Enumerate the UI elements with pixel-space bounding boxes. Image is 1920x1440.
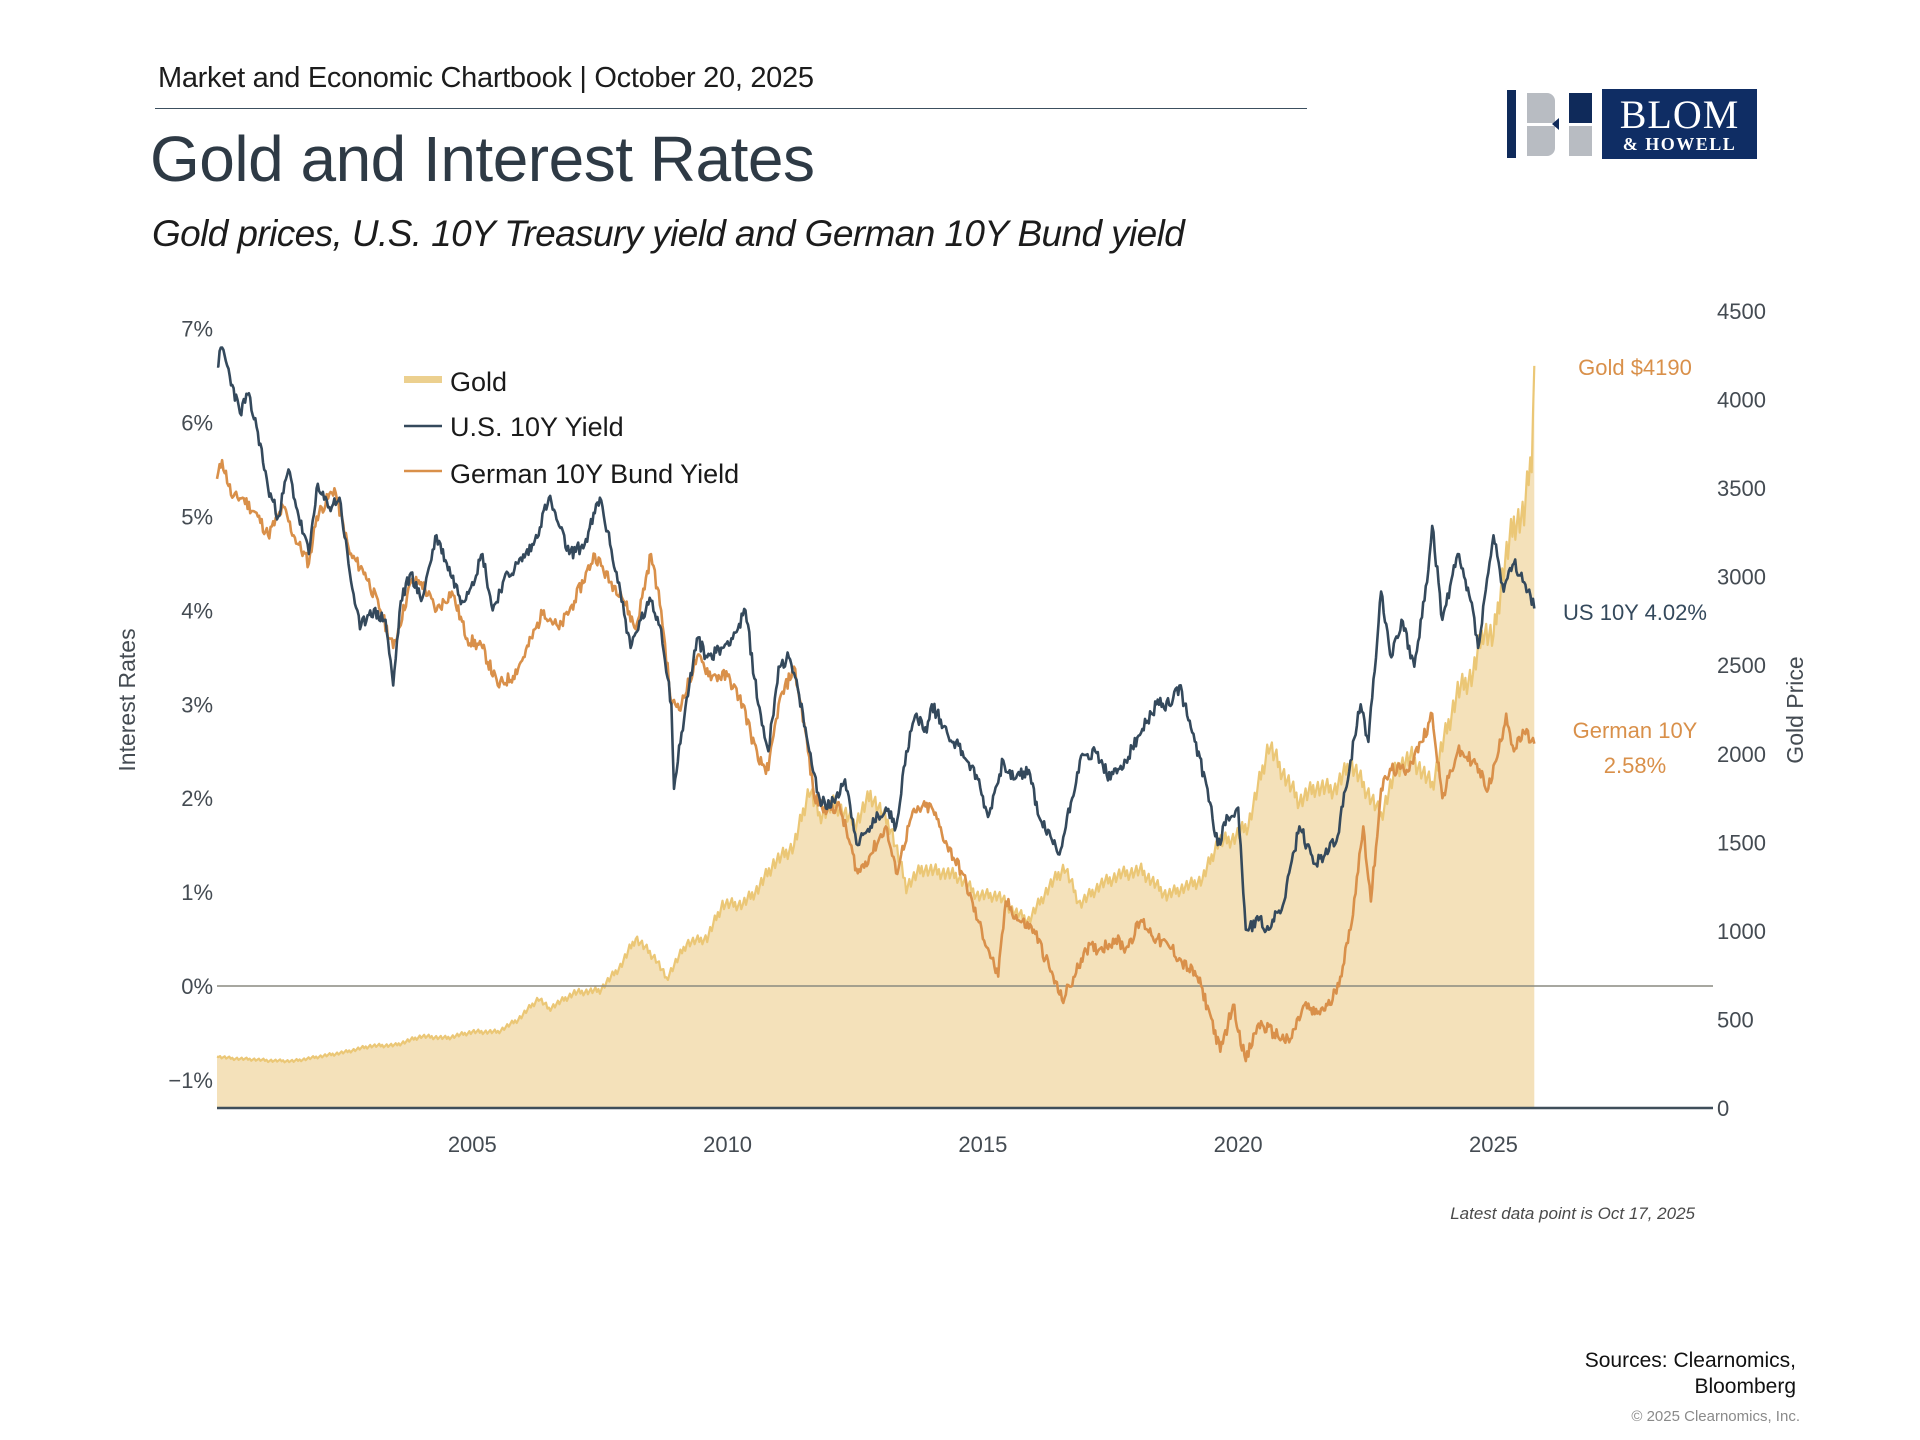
logo-b-upper-icon <box>1527 93 1555 123</box>
logo-h-lower-icon <box>1569 126 1592 156</box>
page-subtitle: Gold prices, U.S. 10Y Treasury yield and… <box>152 213 1185 254</box>
us-yield-line <box>216 346 1536 934</box>
left-axis-ticks: 7% 6% 5% 4% 3% 2% 1% 0% −1% <box>168 317 213 1093</box>
right-tick-label: 1000 <box>1717 919 1766 944</box>
annotation-german-value: 2.58% <box>1604 753 1666 778</box>
right-tick-label: 2500 <box>1717 653 1766 678</box>
german-yield-line <box>215 458 1536 1063</box>
left-tick-label: 4% <box>181 598 213 623</box>
gold-area-layer <box>216 365 1536 1108</box>
legend-label-german: German 10Y Bund Yield <box>450 459 739 489</box>
x-tick-label: 2010 <box>703 1132 752 1157</box>
right-tick-label: 2000 <box>1717 742 1766 767</box>
x-tick-label: 2005 <box>448 1132 497 1157</box>
x-axis-ticks: 2005 2010 2015 2020 2025 <box>448 1132 1518 1157</box>
right-tick-label: 3500 <box>1717 476 1766 501</box>
x-tick-label: 2015 <box>958 1132 1007 1157</box>
legend-label-us: U.S. 10Y Yield <box>450 412 624 442</box>
legend-swatch-gold <box>404 376 442 383</box>
logo-text-howell: & HOWELL <box>1622 134 1737 154</box>
gold-area <box>217 365 1535 1108</box>
left-tick-label: 2% <box>181 786 213 811</box>
logo-text-blom: BLOM <box>1619 92 1740 137</box>
sources-line-1: Sources: Clearnomics, <box>1584 1349 1796 1372</box>
company-logo: BLOM & HOWELL <box>1505 88 1761 160</box>
logo-wordmark: BLOM & HOWELL <box>1602 89 1757 159</box>
left-tick-label: 7% <box>181 317 213 342</box>
header-divider <box>155 108 1307 109</box>
chartbook-header: Market and Economic Chartbook | October … <box>158 62 814 94</box>
right-axis-ticks: 4500 4000 3500 3000 2500 2000 1500 1000 500 0 <box>1717 299 1766 1121</box>
sources-line-2: Bloomberg <box>1694 1375 1796 1398</box>
sources: Sources: Clearnomics, Bloomberg <box>1585 1348 1796 1400</box>
left-tick-label: 0% <box>181 974 213 999</box>
left-tick-label: 5% <box>181 505 213 530</box>
left-tick-label: 6% <box>181 411 213 436</box>
legend: Gold U.S. 10Y Yield German 10Y Bund Yiel… <box>404 367 739 489</box>
right-tick-label: 500 <box>1717 1007 1754 1032</box>
annotation-gold: Gold $4190 <box>1578 355 1692 380</box>
annotation-german-name: German 10Y <box>1573 718 1698 743</box>
page-title: Gold and Interest Rates <box>150 123 815 195</box>
logo-bar-icon <box>1507 90 1516 158</box>
left-tick-label: 3% <box>181 692 213 717</box>
right-tick-label: 4500 <box>1717 299 1766 324</box>
right-tick-label: 1500 <box>1717 830 1766 855</box>
right-tick-label: 3000 <box>1717 565 1766 590</box>
legend-label-gold: Gold <box>450 367 507 397</box>
latest-data-note: Latest data point is Oct 17, 2025 <box>1450 1204 1695 1223</box>
logo-h-upper-icon <box>1569 93 1592 123</box>
right-axis-title: Gold Price <box>1782 656 1808 763</box>
x-tick-label: 2025 <box>1469 1132 1518 1157</box>
left-tick-label: 1% <box>181 880 213 905</box>
logo-arrow-icon <box>1552 118 1559 130</box>
copyright: © 2025 Clearnomics, Inc. <box>1631 1408 1800 1425</box>
annotation-us: US 10Y 4.02% <box>1563 600 1707 625</box>
right-tick-label: 4000 <box>1717 388 1766 413</box>
right-tick-label: 0 <box>1717 1096 1729 1121</box>
left-tick-label: −1% <box>168 1068 213 1093</box>
left-axis-title: Interest Rates <box>114 628 140 771</box>
yield-lines-layer <box>215 346 1536 1063</box>
gold-line <box>216 365 1536 1064</box>
x-tick-label: 2020 <box>1214 1132 1263 1157</box>
logo-b-lower-icon <box>1527 126 1555 156</box>
